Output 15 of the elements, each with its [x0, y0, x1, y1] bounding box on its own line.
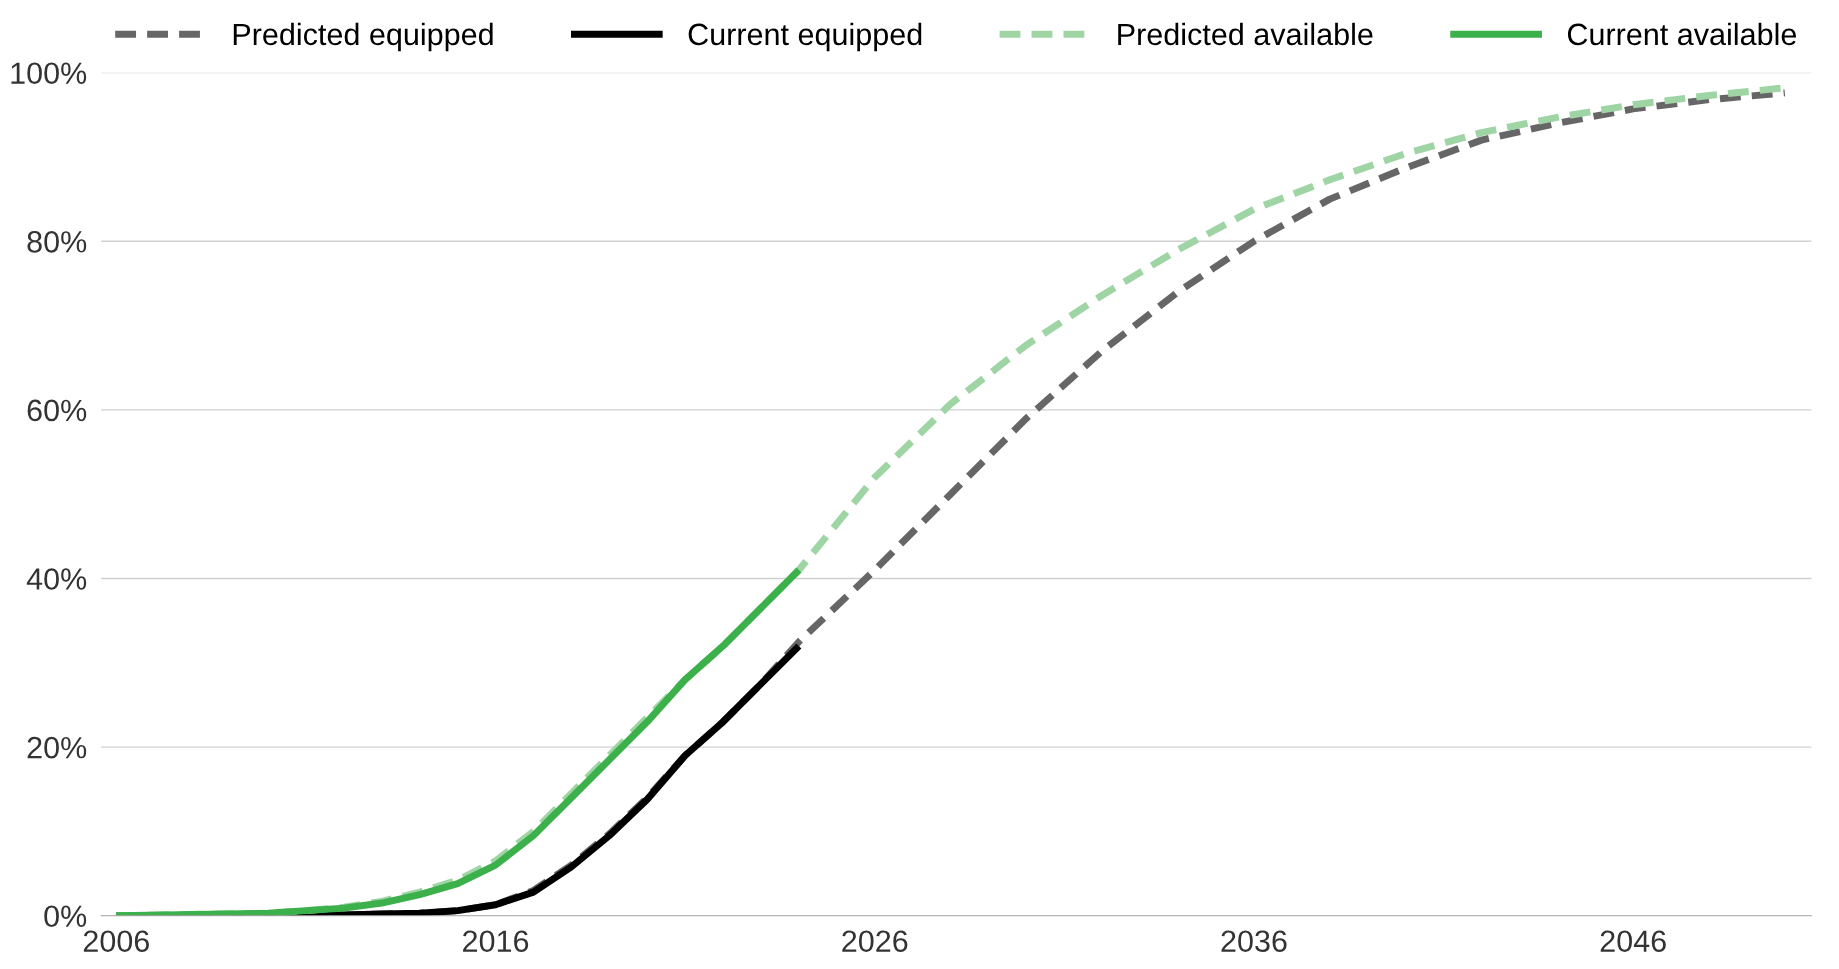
x-tick-label: 2006 [83, 930, 149, 953]
x-tick-label: 2026 [842, 930, 908, 953]
y-tick-label: 40% [26, 568, 87, 590]
legend-label: Predicted available [1118, 22, 1373, 46]
legend-label: Predicted equipped [233, 22, 493, 52]
y-tick-label: 20% [27, 736, 87, 759]
y-tick-label: 100% [11, 62, 87, 85]
legend-label: Current equipped [688, 22, 922, 52]
y-tick-label: 60% [27, 399, 87, 422]
x-tick-label: 2046 [1600, 930, 1666, 953]
x-tick-label: 2016 [463, 930, 529, 953]
y-tick-label: 80% [27, 231, 87, 253]
legend-label: Current available [1567, 22, 1797, 46]
x-tick-label: 2036 [1221, 930, 1287, 953]
y-tick-label: 0% [44, 905, 87, 928]
